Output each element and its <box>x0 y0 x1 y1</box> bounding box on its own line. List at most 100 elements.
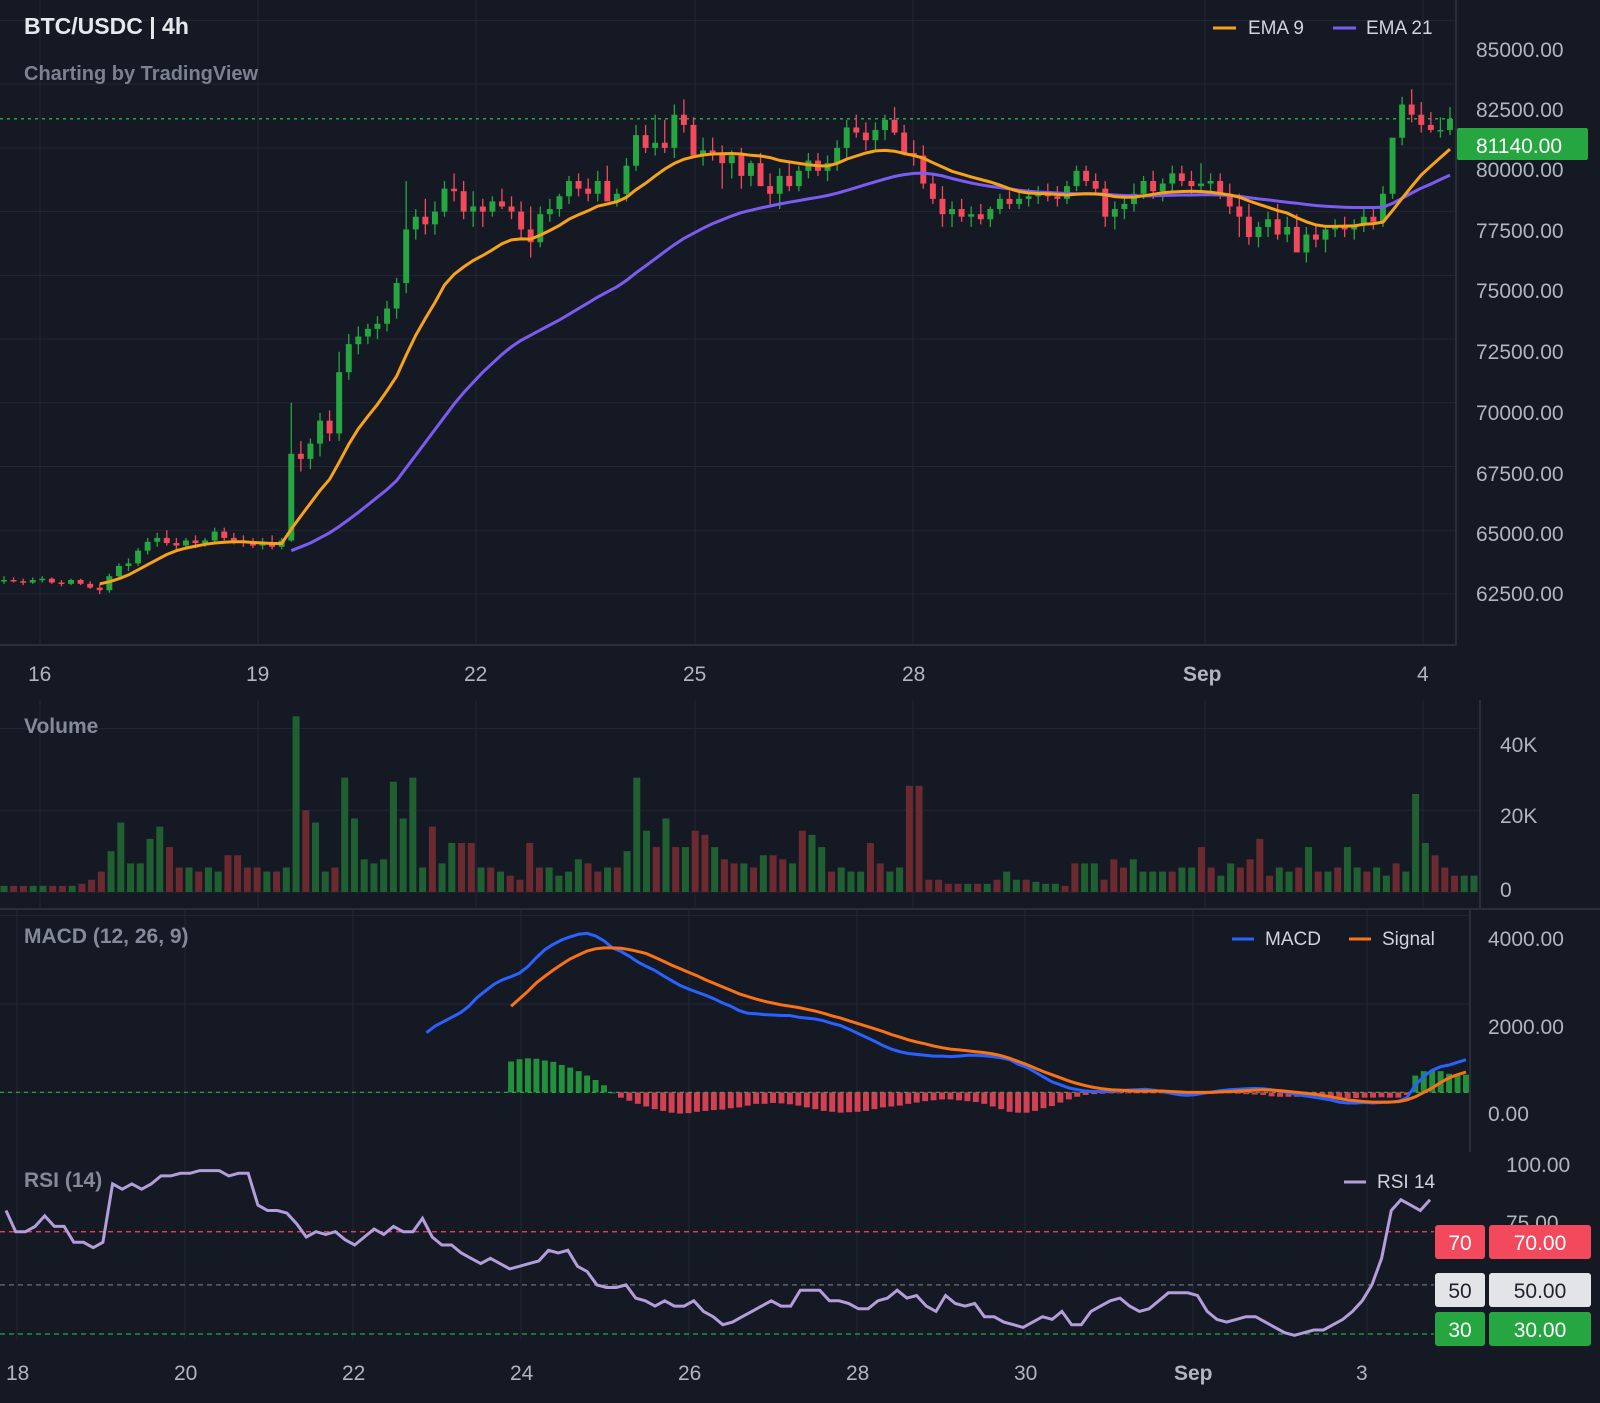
volume-bar <box>857 871 865 892</box>
macd-histogram-bar <box>1446 1073 1453 1093</box>
ema9-line <box>99 147 1451 586</box>
candle-body <box>1150 181 1157 192</box>
price-x-axis[interactable]: 16 19 22 25 28 Sep 4 <box>28 663 1429 686</box>
volume-bar <box>789 863 797 892</box>
macd-histogram-bar <box>592 1079 599 1093</box>
candle-body <box>441 188 448 212</box>
volume-bar <box>419 867 427 892</box>
volume-pane-label: Volume <box>24 715 98 738</box>
candle-body <box>422 216 429 225</box>
candle-body <box>949 209 956 215</box>
rsi-30-long-tag <box>1489 1312 1591 1346</box>
volume-bar <box>701 834 709 892</box>
candle-body <box>68 579 75 584</box>
macd-histogram-bar <box>1082 1092 1089 1096</box>
macd-histogram-bar <box>854 1092 861 1112</box>
candle-body <box>575 181 582 189</box>
candle-body <box>1006 198 1013 204</box>
volume-bar <box>720 859 728 892</box>
price-tick: 65000.00 <box>1476 523 1564 546</box>
volume-bar <box>1071 863 1079 892</box>
candle-body <box>29 579 36 583</box>
date-tick: 20 <box>174 1362 197 1385</box>
volume-bar <box>643 830 651 892</box>
volume-bar <box>1451 875 1459 892</box>
ema9-legend-label: EMA 9 <box>1248 18 1304 39</box>
volume-bar <box>117 822 125 892</box>
candle-body <box>901 132 908 153</box>
price-legend: EMA 9 EMA 21 <box>1213 18 1433 39</box>
volume-bar <box>1158 871 1166 892</box>
macd-histogram-bar <box>685 1092 692 1114</box>
macd-histogram-bar <box>1243 1092 1250 1095</box>
volume-bar <box>1012 879 1020 892</box>
candle-body <box>498 201 505 207</box>
volume-bar <box>136 863 144 892</box>
volume-bar <box>477 867 485 892</box>
macd-histogram-bar <box>736 1092 743 1108</box>
volume-bar <box>711 847 719 892</box>
volume-bar <box>740 863 748 892</box>
macd-histogram-bar <box>1429 1070 1436 1093</box>
candle-body <box>1284 226 1291 235</box>
macd-histogram-bar <box>1141 1092 1148 1094</box>
volume-bar <box>0 885 8 892</box>
macd-y-axis[interactable]: 4000.00 2000.00 0.00 <box>1488 928 1564 1126</box>
volume-bar <box>253 867 261 892</box>
candle-body <box>307 443 314 459</box>
candle-body <box>776 175 783 194</box>
macd-histogram-bar <box>829 1092 836 1112</box>
rsi-legend-label: RSI 14 <box>1377 1172 1436 1193</box>
candle-body <box>345 344 352 373</box>
volume-bar <box>613 867 621 892</box>
macd-histogram-bar <box>1386 1092 1393 1098</box>
volume-bar <box>380 859 388 892</box>
volume-bar <box>652 847 660 892</box>
macd-histogram-bar <box>1015 1092 1022 1113</box>
volume-bar <box>165 847 174 892</box>
volume-bar <box>915 785 923 892</box>
volume-bar <box>1431 855 1439 892</box>
volume-bar <box>1314 871 1322 892</box>
macd-histogram-bar <box>1370 1092 1376 1098</box>
signal-legend-label: Signal <box>1382 929 1435 950</box>
volume-bar <box>127 863 135 892</box>
date-tick: 19 <box>246 663 269 686</box>
macd-histogram-bar <box>1057 1092 1064 1103</box>
volume-bar <box>574 859 582 892</box>
rsi-70-long-label: 70.00 <box>1514 1232 1567 1255</box>
volume-bar <box>837 867 845 892</box>
candle-body <box>834 147 841 164</box>
volume-bar <box>175 867 183 892</box>
candle-body <box>690 124 697 156</box>
candle-body <box>288 453 295 541</box>
macd-legend: MACD Signal <box>1232 929 1435 950</box>
volume-bar <box>1412 793 1420 892</box>
volume-y-axis[interactable]: 40K 20K 0 <box>1500 734 1537 902</box>
candle-body <box>843 127 850 148</box>
macd-histogram-bar <box>778 1092 785 1104</box>
last-price-tag-bg <box>1457 128 1588 160</box>
volume-bar <box>214 871 222 892</box>
macd-histogram-bar <box>888 1092 895 1107</box>
volume-bar <box>312 822 320 892</box>
candle-body <box>987 209 994 220</box>
macd-histogram-bar <box>964 1092 971 1102</box>
price-y-axis[interactable]: 85000.00 82500.00 80000.00 77500.00 7500… <box>1476 39 1564 606</box>
candle-body <box>336 372 343 434</box>
volume-bar <box>1441 867 1449 892</box>
macd-histogram-bar <box>541 1060 548 1093</box>
macd-histogram-bar <box>1344 1092 1351 1099</box>
volume-bar <box>1256 838 1264 892</box>
volume-bar <box>730 863 738 892</box>
rsi-x-axis[interactable]: 18 20 22 24 26 28 30 Sep 3 <box>6 1362 1368 1385</box>
candle-body <box>230 537 237 541</box>
volume-bar <box>496 871 504 892</box>
macd-tick: 0.00 <box>1488 1103 1529 1126</box>
candle-body <box>594 181 601 194</box>
volume-bar <box>1217 875 1225 892</box>
candle-body <box>996 198 1003 210</box>
